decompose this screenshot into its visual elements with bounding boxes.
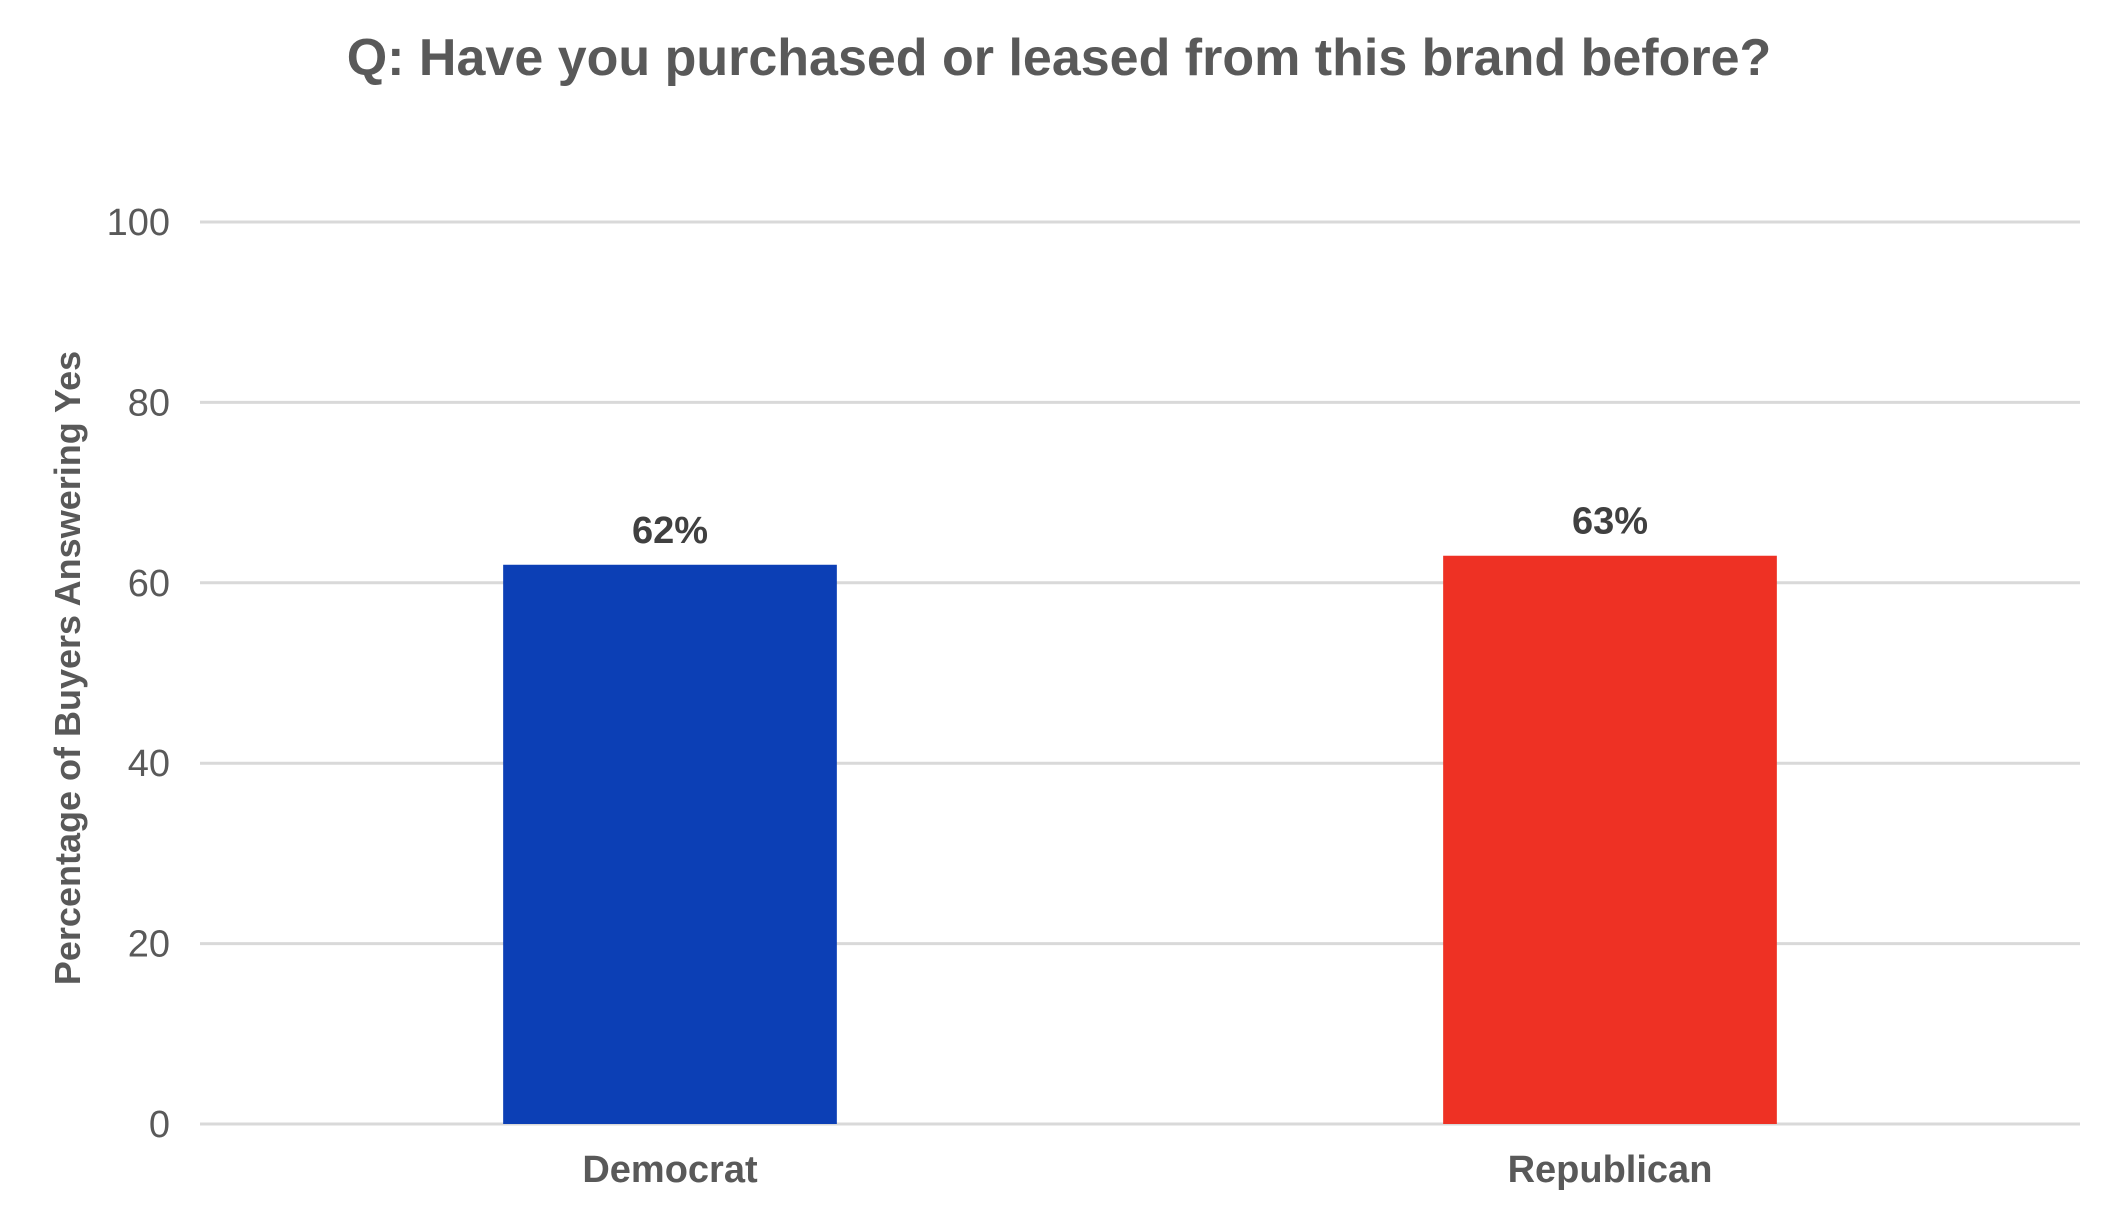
y-tick-label-0: 0 bbox=[149, 1104, 170, 1146]
bar-democrat bbox=[503, 564, 837, 1124]
y-tick-label-40: 40 bbox=[128, 743, 170, 785]
y-tick-label-80: 80 bbox=[128, 382, 170, 424]
chart-title: Q: Have you purchased or leased from thi… bbox=[347, 29, 1772, 87]
y-tick-label-60: 60 bbox=[128, 563, 170, 605]
gridlines bbox=[200, 220, 2080, 1126]
data-labels: 62% 63% bbox=[632, 501, 1648, 552]
bars bbox=[503, 555, 1777, 1124]
data-label-republican: 63% bbox=[1572, 501, 1648, 543]
y-tick-label-100: 100 bbox=[107, 202, 170, 244]
bar-republican bbox=[1443, 555, 1777, 1124]
x-tick-label-republican: Republican bbox=[1508, 1149, 1713, 1191]
y-axis-label: Percentage of Buyers Answering Yes bbox=[47, 351, 88, 985]
data-label-democrat: 62% bbox=[632, 510, 708, 552]
y-tick-label-20: 20 bbox=[128, 924, 170, 966]
x-tick-label-democrat: Democrat bbox=[582, 1149, 758, 1191]
y-axis-ticks: 0 20 40 60 80 100 bbox=[107, 202, 170, 1146]
x-axis-ticks: Democrat Republican bbox=[582, 1149, 1712, 1191]
